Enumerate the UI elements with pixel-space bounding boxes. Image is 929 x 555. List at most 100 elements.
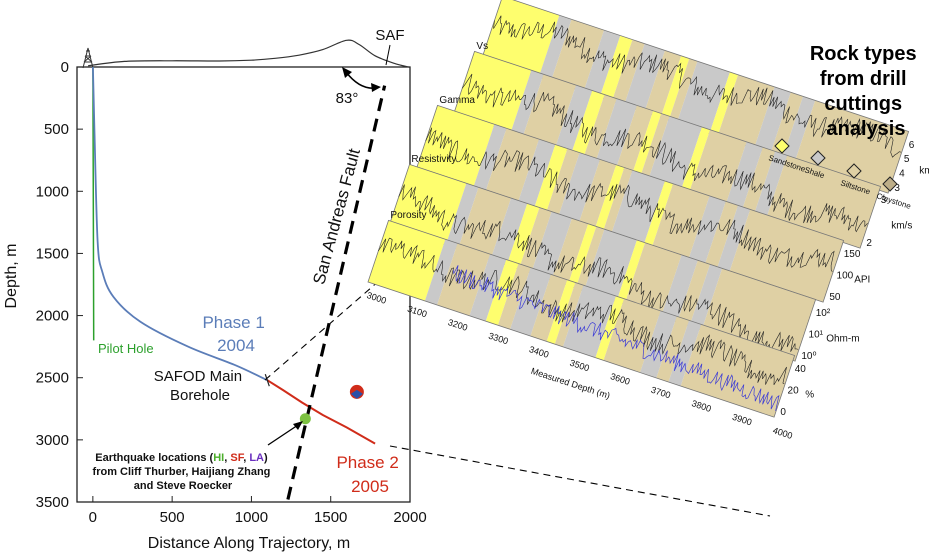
depth-tick-label: 3500: [36, 494, 69, 511]
lithology-band: [656, 316, 690, 383]
pilot-hole-line: [92, 66, 95, 341]
lithology-band: [616, 240, 646, 305]
scale-unit-label: %: [805, 389, 814, 400]
distance-axis-label: Distance Along Trajectory, m: [148, 535, 350, 552]
depth-axis-title: Measured Depth (m): [530, 366, 612, 401]
log-track-name: Gamma: [439, 95, 475, 106]
lithology-band: [469, 254, 507, 322]
lithology-band: [583, 229, 637, 302]
main-borehole-subtitle: Borehole: [170, 387, 230, 404]
log-track-name: Porosity: [390, 210, 426, 221]
depth-axis-label: Depth, m: [3, 244, 20, 309]
scale-tick-label: 3: [894, 183, 900, 194]
log-curve: [398, 184, 799, 352]
earthquake-markers: [299, 384, 364, 425]
lithology-band: [616, 105, 654, 173]
lithology-band: [497, 263, 531, 330]
scale-tick-label: 10²: [816, 308, 831, 319]
lithology-band: [595, 296, 625, 361]
lithology-band: [754, 151, 788, 218]
scale-tick-label: 4: [899, 169, 905, 180]
earthquake-la-marker: [350, 389, 363, 399]
depth-tick-label: 4000: [772, 425, 794, 441]
phase-2-label: Phase 2 2005: [336, 453, 403, 496]
depth-tick-label: 500: [44, 121, 69, 138]
phase-boundary-tick: [264, 374, 270, 387]
depth-axis-ticks: 0 500 1000 1500 2000 2500 3000 3500: [36, 59, 83, 511]
saf-pointer-line: [385, 44, 391, 66]
lithology-band: [555, 85, 593, 153]
lithology-band: [437, 243, 491, 316]
lithology-band: [583, 94, 617, 161]
lithology-band: [595, 164, 625, 230]
depth-tick-label: 3500: [569, 358, 591, 374]
lithology-band: [676, 61, 730, 134]
lithology-band: [546, 148, 580, 215]
depth-tick-label: 3800: [690, 398, 712, 414]
eq-caption-line3: and Steve Roecker: [134, 480, 233, 492]
lithology-band: [681, 127, 711, 192]
legend-title-line2: from drill: [820, 68, 907, 90]
log-track-porosity: Porosity 40 200%: [367, 210, 814, 418]
distance-tick-label: 0: [89, 509, 97, 526]
lithology-band: [689, 129, 747, 204]
scale-unit-label: API: [854, 274, 870, 285]
connector-line-bottom: [389, 445, 771, 517]
scale-tick-label: 150: [844, 249, 861, 260]
distance-tick-label: 1000: [235, 509, 268, 526]
lithology-band: [596, 98, 637, 168]
legend-swatch: [882, 176, 898, 192]
log-track-resistivity: Resistivity 10² 10¹ 10⁰ Ohm-m: [388, 154, 860, 362]
lithology-band: [705, 201, 739, 268]
phase-1-label: Phase 1 2004: [202, 313, 269, 355]
lithology-band: [510, 70, 544, 136]
lithology-band: [754, 86, 791, 154]
san-andreas-fault-line: [286, 85, 387, 500]
eq-caption-line1: Earthquake locations (HI, SF, LA): [95, 452, 268, 464]
legend-swatch: [810, 150, 826, 166]
connector-line-top: [264, 279, 381, 381]
pilot-hole-label: Pilot Hole: [98, 341, 154, 356]
lithology-band: [389, 164, 467, 245]
lithology-band: [551, 19, 605, 92]
scale-unit-label: km/s: [919, 165, 929, 176]
log-curve: [425, 127, 835, 272]
log-curve: [378, 237, 787, 386]
earthquake-caption: Earthquake locations (HI, SF, LA) from C…: [93, 452, 274, 492]
lithology-band: [599, 35, 633, 102]
lithology-band: [523, 74, 577, 147]
scale-tick-label: 10¹: [809, 329, 824, 340]
lithology-band: [510, 267, 551, 337]
depth-tick-label: 3000: [365, 290, 387, 306]
saf-label: SAF: [375, 27, 404, 44]
lithology-band: [571, 90, 605, 157]
depth-tick-label: 3400: [528, 344, 550, 360]
legend-item-shale: Shale: [803, 150, 826, 180]
depth-tick-label: 1500: [36, 245, 69, 262]
log-curve: [493, 15, 901, 158]
lithology-band: [632, 110, 662, 176]
phase-1-year: 2004: [217, 336, 255, 355]
lithology-band: [640, 113, 670, 178]
lithology-band: [490, 198, 528, 266]
legend-title: Rock types from drill cuttings analysis: [810, 43, 922, 140]
scale-tick-label: 10⁰: [801, 351, 816, 362]
main-borehole-label: SAFOD Main Borehole: [154, 368, 247, 404]
lithology-band: [424, 239, 458, 305]
scale-tick-label: 50: [829, 292, 841, 303]
depth-tick-label: 3200: [447, 317, 469, 333]
scale-tick-label: 20: [788, 385, 800, 396]
scale-tick-label: 100: [837, 270, 854, 281]
distance-axis-ticks: 0 500 1000 1500 2000: [89, 496, 427, 526]
fault-name-label: San Andreas Fault: [309, 146, 364, 286]
main-borehole-title: SAFOD Main: [154, 368, 242, 385]
depth-tick-label: 0: [61, 59, 69, 76]
lithology-band: [482, 0, 560, 77]
lithology-band: [575, 226, 605, 291]
legend-title-line1: Rock types: [810, 43, 917, 65]
lithology-band: [689, 195, 726, 263]
angle-arrowhead-left: [342, 67, 352, 78]
lithology-band: [445, 183, 479, 249]
lithology-band: [583, 30, 621, 98]
